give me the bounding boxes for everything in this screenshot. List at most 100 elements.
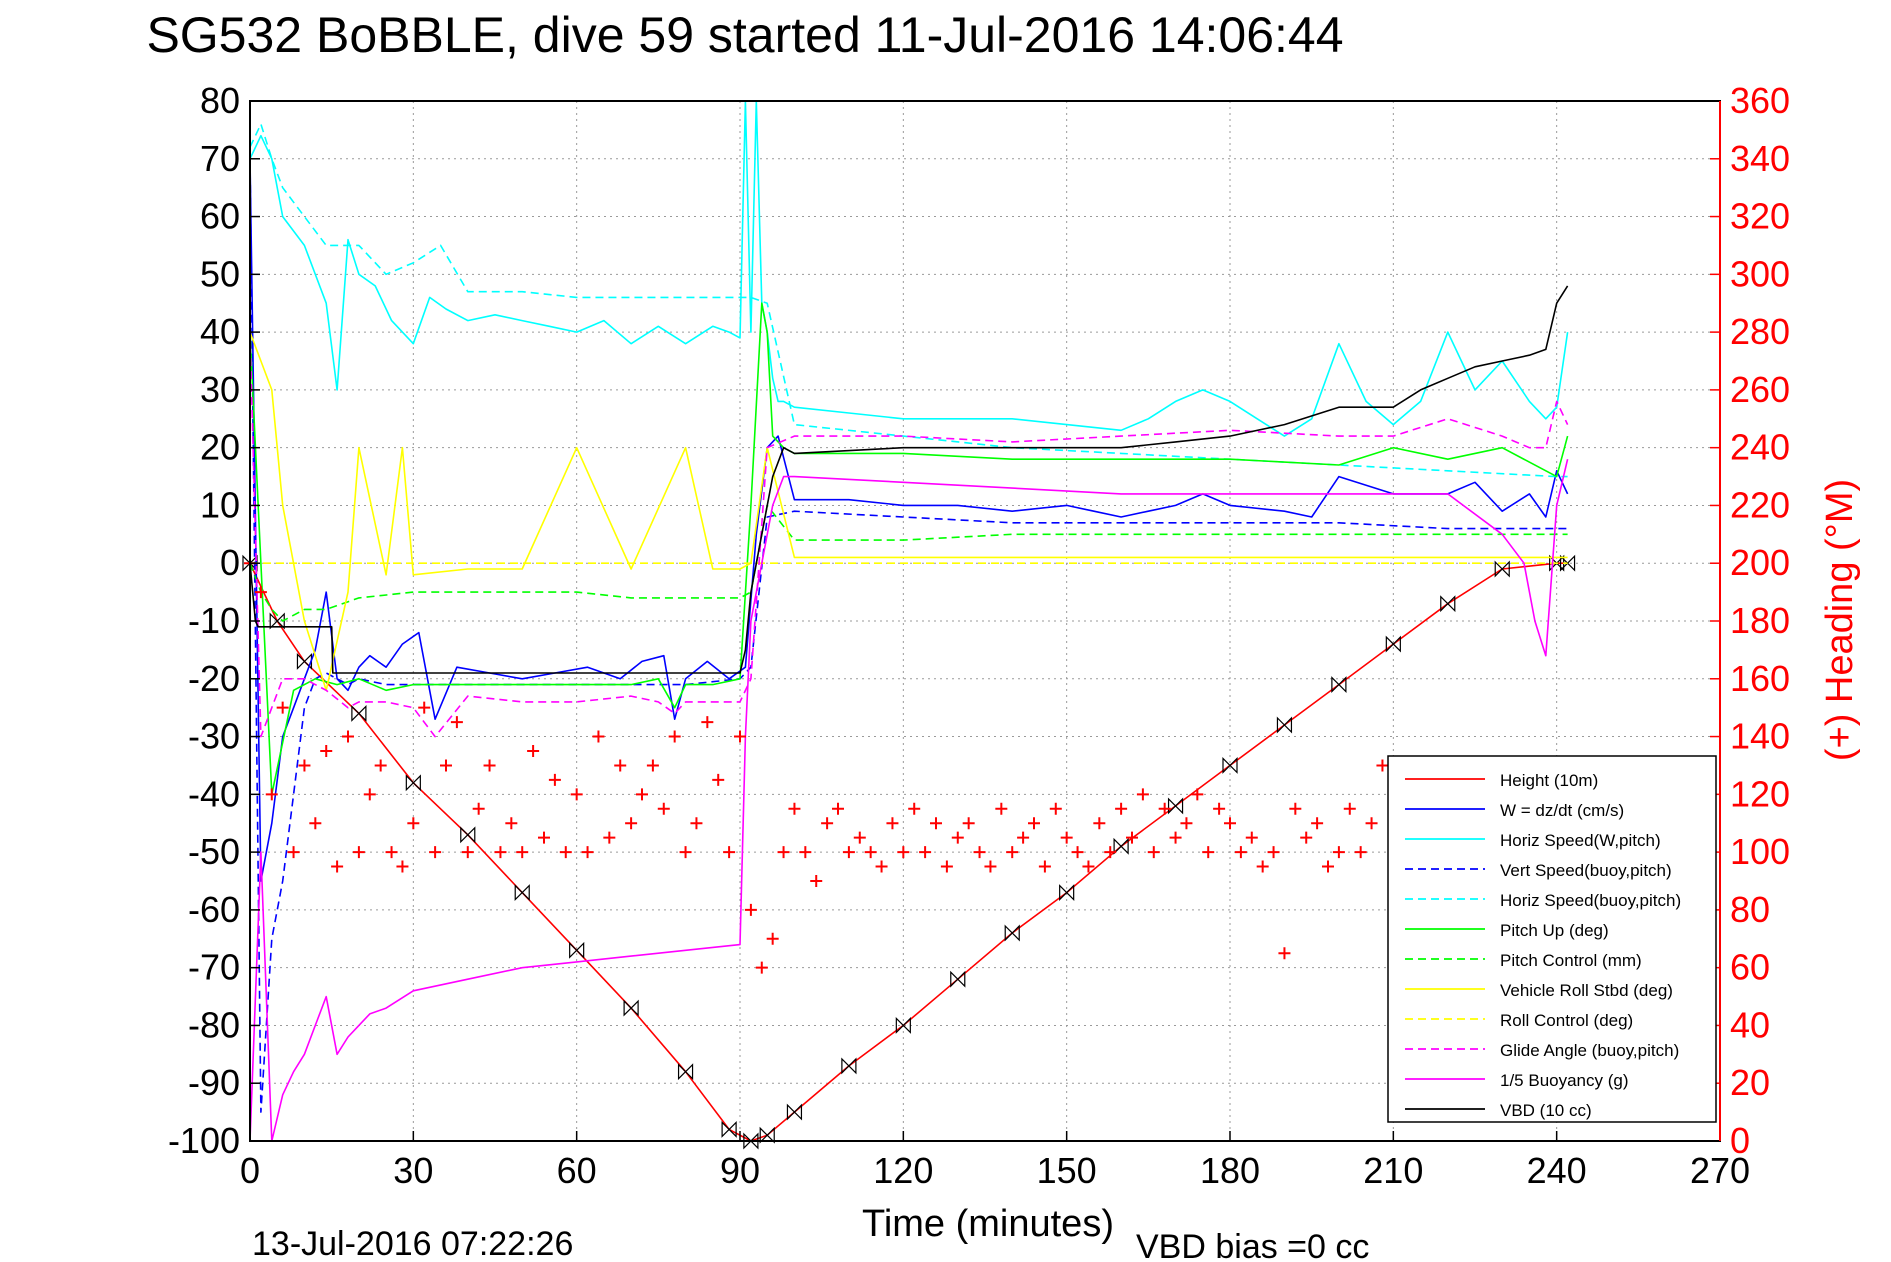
- heading-point: [962, 817, 975, 830]
- heading-point: [821, 817, 834, 830]
- heading-point: [298, 759, 311, 772]
- heading-point: [614, 759, 627, 772]
- heading-point: [690, 817, 703, 830]
- heading-point: [1136, 788, 1149, 801]
- height-marker: [1222, 756, 1238, 774]
- heading-point: [1300, 831, 1313, 844]
- heading-point: [483, 759, 496, 772]
- legend-label: Vehicle Roll Stbd (deg): [1500, 981, 1673, 1000]
- y-tick-label-right: 240: [1730, 427, 1790, 468]
- y-tick-label-right: 360: [1730, 80, 1790, 121]
- y-tick-label-right: 200: [1730, 542, 1790, 583]
- heading-point: [1169, 831, 1182, 844]
- height-marker: [1559, 554, 1576, 572]
- height-marker: [1059, 884, 1075, 902]
- legend-label: W = dz/dt (cm/s): [1500, 801, 1624, 820]
- height-marker: [895, 1016, 911, 1034]
- heading-point: [832, 802, 844, 815]
- y-tick-label-right: 340: [1730, 138, 1790, 179]
- heading-point: [570, 788, 583, 801]
- heading-point: [1006, 846, 1019, 859]
- heading-point: [1365, 817, 1378, 830]
- heading-point: [265, 788, 278, 801]
- y-tick-label-right: 20: [1730, 1062, 1770, 1103]
- series-glide-angle-buoy-pitch: [249, 332, 1569, 738]
- series-w-dz-dt-cm-s: [249, 158, 1569, 882]
- tick-labels: 0 30 60 90 120 150 180 210 240 270 80 70 60 50 40 30 20 1…: [168, 80, 1790, 1191]
- height-marker: [405, 774, 421, 792]
- heading-point: [1343, 802, 1356, 815]
- height-marker: [514, 884, 530, 902]
- heading-point: [1104, 846, 1117, 859]
- heading-point: [712, 773, 725, 786]
- footer-date: 13-Jul-2016 07:22:26: [252, 1225, 573, 1262]
- heading-point: [908, 802, 921, 815]
- heading-point: [516, 846, 529, 859]
- heading-point: [1158, 802, 1171, 815]
- y-tick-label-right: 280: [1730, 311, 1790, 352]
- heading-point: [1278, 947, 1291, 960]
- x-tick-label: 60: [557, 1150, 597, 1191]
- chart-title: SG532 BoBBLE, dive 59 started 11-Jul-201…: [146, 7, 1343, 63]
- heading-point: [342, 730, 354, 743]
- heading-point: [973, 846, 986, 859]
- heading-point: [1311, 817, 1324, 830]
- y-tick-label-left: -50: [188, 831, 240, 872]
- y-tick-label-right: 260: [1730, 369, 1790, 410]
- y-tick-label-left: 20: [200, 427, 240, 468]
- height-marker: [296, 652, 313, 670]
- heading-point: [396, 860, 409, 873]
- heading-point: [1115, 802, 1128, 815]
- heading-point: [1082, 860, 1095, 873]
- heading-point: [1060, 831, 1073, 844]
- heading-point: [461, 846, 474, 859]
- heading-point: [1213, 802, 1226, 815]
- heading-point: [777, 846, 790, 859]
- heading-point: [494, 846, 507, 859]
- heading-point: [1126, 831, 1138, 844]
- height-marker: [1385, 635, 1401, 653]
- legend-box: [1387, 755, 1717, 1123]
- x-tick-label: 120: [873, 1150, 933, 1191]
- heading-point: [548, 773, 561, 786]
- y-tick-label-left: 70: [200, 138, 240, 179]
- y-tick-label-left: -60: [188, 889, 240, 930]
- y-tick-label-left: 60: [200, 196, 240, 237]
- heading-point: [701, 716, 714, 729]
- legend-label: Height (10m): [1500, 771, 1598, 790]
- height-marker: [351, 704, 367, 722]
- heading-point: [320, 745, 333, 757]
- heading-point: [429, 846, 442, 859]
- y-tick-label-left: -10: [188, 600, 240, 641]
- heading-point: [668, 730, 681, 743]
- heading-point: [592, 730, 605, 743]
- legend-label: 1/5 Buoyancy (g): [1500, 1071, 1629, 1090]
- height-marker: [950, 970, 966, 988]
- height-marker: [269, 612, 285, 630]
- heading-point: [1354, 846, 1367, 859]
- heading-point: [810, 875, 823, 887]
- heading-point: [538, 831, 550, 844]
- heading-point: [407, 817, 420, 830]
- heading-point: [734, 730, 746, 743]
- heading-point: [875, 860, 888, 873]
- y-tick-label-left: 30: [200, 369, 240, 410]
- height-marker: [743, 1132, 759, 1150]
- y-tick-label-right: 300: [1730, 253, 1790, 294]
- x-tick-label: 240: [1527, 1150, 1587, 1191]
- heading-point: [636, 788, 648, 801]
- heading-point: [755, 961, 768, 974]
- legend: Height (10m) W = dz/dt (cm/s) Horiz Speed(…: [1387, 755, 1717, 1123]
- heading-point: [842, 846, 855, 859]
- y-tick-label-right: 100: [1730, 831, 1790, 872]
- series-pitch-up-deg: [249, 302, 1569, 796]
- x-tick-label: 90: [720, 1150, 760, 1191]
- heading-point: [897, 846, 910, 859]
- heading-point: [919, 846, 932, 859]
- heading-point: [625, 817, 638, 830]
- legend-label: Pitch Up (deg): [1500, 921, 1609, 940]
- heading-point: [984, 860, 997, 873]
- y-tick-label-right: 60: [1730, 947, 1770, 988]
- height-marker: [677, 1063, 694, 1081]
